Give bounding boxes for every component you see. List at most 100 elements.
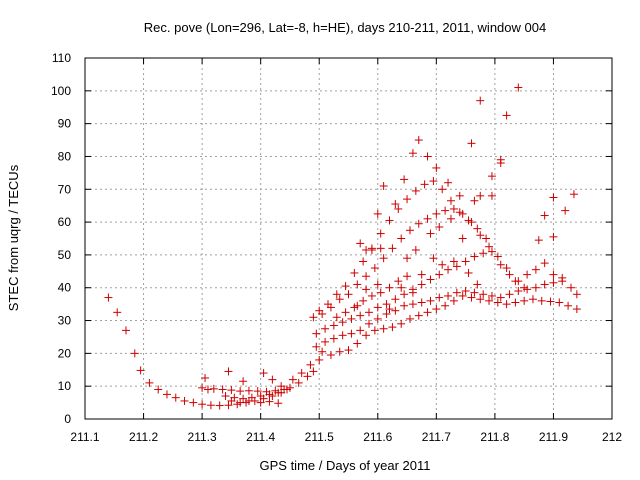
data-point — [449, 204, 458, 213]
data-point — [379, 254, 388, 263]
data-point — [487, 291, 496, 300]
data-point — [341, 282, 350, 291]
y-tick-label: 90 — [58, 117, 72, 131]
data-point — [350, 268, 359, 277]
data-point — [382, 309, 391, 318]
data-point — [321, 324, 330, 333]
x-tick-label: 211.4 — [246, 430, 275, 444]
data-point — [306, 360, 315, 369]
data-point — [405, 314, 414, 323]
data-point — [493, 298, 502, 307]
data-point — [373, 209, 382, 218]
y-tick-label: 20 — [58, 346, 72, 360]
x-tick-label: 211.2 — [129, 430, 158, 444]
data-point — [353, 280, 362, 289]
data-point — [464, 216, 473, 225]
data-point — [385, 305, 394, 314]
data-point — [370, 326, 379, 335]
data-point — [362, 272, 371, 281]
data-point — [505, 270, 514, 279]
data-point — [426, 275, 435, 284]
x-tick-label: 211.3 — [188, 430, 217, 444]
data-point — [350, 303, 359, 312]
data-point — [569, 190, 578, 199]
data-point — [315, 355, 324, 364]
data-point — [201, 373, 210, 382]
data-point — [227, 386, 236, 395]
x-tick-label: 211.9 — [539, 430, 568, 444]
y-tick-label: 70 — [58, 182, 72, 196]
y-axis-label: STEC from uqrg / TECUs — [6, 164, 21, 311]
data-point — [332, 313, 341, 322]
data-point — [373, 303, 382, 312]
data-point — [297, 369, 306, 378]
data-point — [496, 293, 505, 302]
data-point — [435, 223, 444, 232]
data-point — [359, 296, 368, 305]
data-point — [411, 186, 420, 195]
data-point — [221, 392, 230, 401]
data-point — [429, 254, 438, 263]
data-point — [359, 257, 368, 266]
data-point — [408, 149, 417, 158]
data-point — [309, 313, 318, 322]
data-point — [446, 196, 455, 205]
data-point — [356, 311, 365, 320]
y-tick-label: 40 — [58, 281, 72, 295]
data-point — [479, 290, 488, 299]
data-point — [514, 287, 523, 296]
data-point — [446, 214, 455, 223]
data-point — [256, 398, 265, 407]
data-point — [455, 208, 464, 217]
data-point — [408, 288, 417, 297]
data-point — [452, 262, 461, 271]
chart-title: Rec. pove (Lon=296, Lat=-8, h=HE), days … — [144, 20, 546, 35]
data-point — [376, 288, 385, 297]
y-tick-label: 50 — [58, 248, 72, 262]
data-point — [364, 319, 373, 328]
data-point — [236, 398, 245, 407]
data-point — [473, 224, 482, 233]
x-tick-label: 211.6 — [363, 430, 392, 444]
data-point — [379, 181, 388, 190]
data-point — [367, 291, 376, 300]
data-point — [438, 185, 447, 194]
data-point — [265, 397, 274, 406]
data-point — [362, 331, 371, 340]
data-point — [344, 346, 353, 355]
data-point — [198, 400, 207, 409]
data-point — [411, 245, 420, 254]
x-tick-label: 211.8 — [480, 430, 509, 444]
data-point — [426, 296, 435, 305]
data-point — [455, 191, 464, 200]
data-point — [403, 254, 412, 263]
data-point — [294, 378, 303, 387]
data-point — [236, 387, 245, 396]
data-point — [482, 234, 491, 243]
data-point — [136, 366, 145, 375]
data-point — [104, 293, 113, 302]
data-point — [564, 301, 573, 310]
grid-lines — [85, 58, 612, 419]
data-point — [215, 401, 224, 410]
data-point — [391, 200, 400, 209]
data-point — [549, 270, 558, 279]
data-point — [537, 296, 546, 305]
data-point — [283, 385, 292, 394]
data-point — [449, 296, 458, 305]
data-point — [520, 283, 529, 292]
data-point — [414, 311, 423, 320]
axis-ticks — [84, 57, 613, 420]
data-point — [321, 337, 330, 346]
data-point — [324, 300, 333, 309]
data-point — [441, 301, 450, 310]
data-point — [414, 136, 423, 145]
data-point — [353, 339, 362, 348]
data-point — [467, 139, 476, 148]
data-point — [549, 232, 558, 241]
data-point — [496, 260, 505, 269]
data-point — [397, 234, 406, 243]
data-point — [546, 297, 555, 306]
data-point — [572, 290, 581, 299]
data-point — [376, 229, 385, 238]
